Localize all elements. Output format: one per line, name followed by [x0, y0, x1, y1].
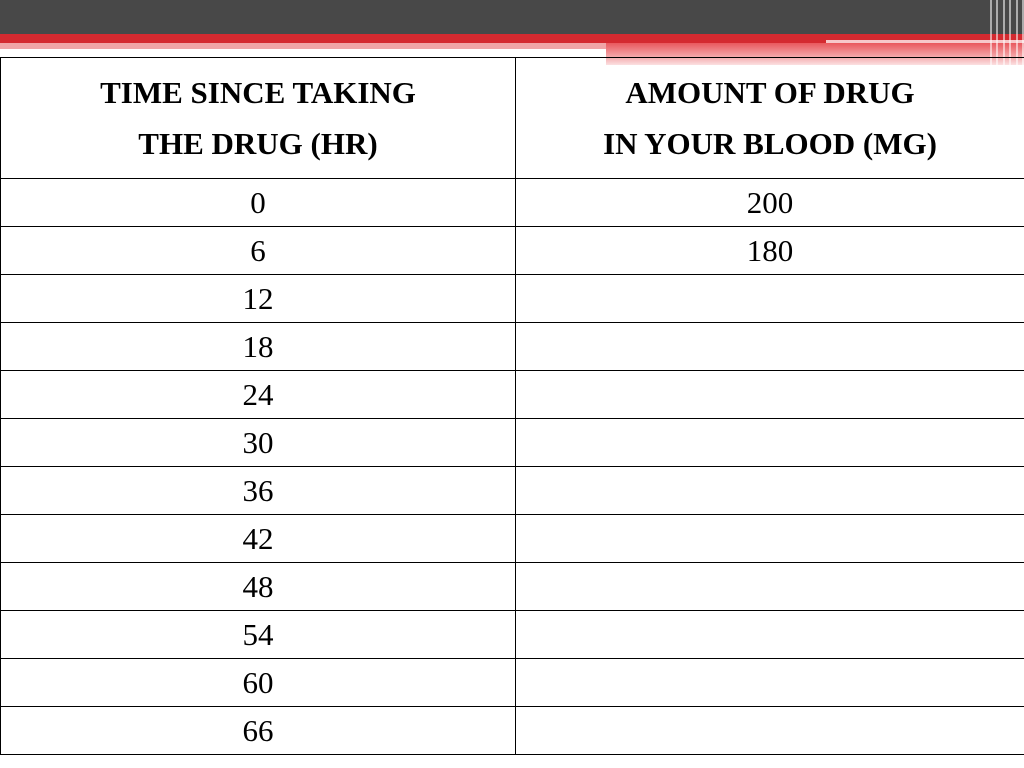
header-amount-line1: AMOUNT OF DRUG [625, 75, 915, 110]
table-row: 48 [0, 562, 1024, 611]
amount-cell [515, 658, 1024, 707]
time-cell: 60 [0, 658, 516, 707]
table-row: 60 [0, 658, 1024, 707]
amount-cell [515, 514, 1024, 563]
time-cell: 24 [0, 370, 516, 419]
table-body: 0 200 6 180 12 18 24 30 36 42 48 54 60 66 [0, 178, 1024, 755]
time-cell: 66 [0, 706, 516, 755]
time-cell: 54 [0, 610, 516, 659]
table-row: 6 180 [0, 226, 1024, 275]
table-row: 18 [0, 322, 1024, 371]
header-amount: AMOUNT OF DRUG IN YOUR BLOOD (MG) [515, 57, 1024, 179]
table-row: 12 [0, 274, 1024, 323]
amount-cell [515, 274, 1024, 323]
header-time-line1: TIME SINCE TAKING [100, 75, 416, 110]
time-cell: 12 [0, 274, 516, 323]
banner-vertical-stripes [990, 0, 1024, 70]
header-time-line2: THE DRUG (HR) [138, 126, 378, 161]
table-row: 54 [0, 610, 1024, 659]
amount-cell [515, 610, 1024, 659]
table-row: 30 [0, 418, 1024, 467]
amount-cell: 180 [515, 226, 1024, 275]
amount-cell [515, 418, 1024, 467]
top-banner [0, 0, 1024, 34]
header-amount-line2: IN YOUR BLOOD (MG) [603, 126, 937, 161]
amount-cell [515, 562, 1024, 611]
drug-amount-table: TIME SINCE TAKING THE DRUG (HR) AMOUNT O… [0, 57, 1024, 755]
time-cell: 0 [0, 178, 516, 227]
amount-cell [515, 466, 1024, 515]
banner-pink-stripe [0, 43, 1024, 49]
banner-red-stripe [0, 34, 1024, 43]
time-cell: 6 [0, 226, 516, 275]
time-cell: 18 [0, 322, 516, 371]
table-row: 42 [0, 514, 1024, 563]
amount-cell: 200 [515, 178, 1024, 227]
time-cell: 42 [0, 514, 516, 563]
header-time: TIME SINCE TAKING THE DRUG (HR) [0, 57, 516, 179]
amount-cell [515, 706, 1024, 755]
time-cell: 48 [0, 562, 516, 611]
table-row: 66 [0, 706, 1024, 755]
time-cell: 36 [0, 466, 516, 515]
time-cell: 30 [0, 418, 516, 467]
table-row: 36 [0, 466, 1024, 515]
table-row: 0 200 [0, 178, 1024, 227]
table-row: 24 [0, 370, 1024, 419]
amount-cell [515, 322, 1024, 371]
amount-cell [515, 370, 1024, 419]
table-header-row: TIME SINCE TAKING THE DRUG (HR) AMOUNT O… [0, 57, 1024, 179]
